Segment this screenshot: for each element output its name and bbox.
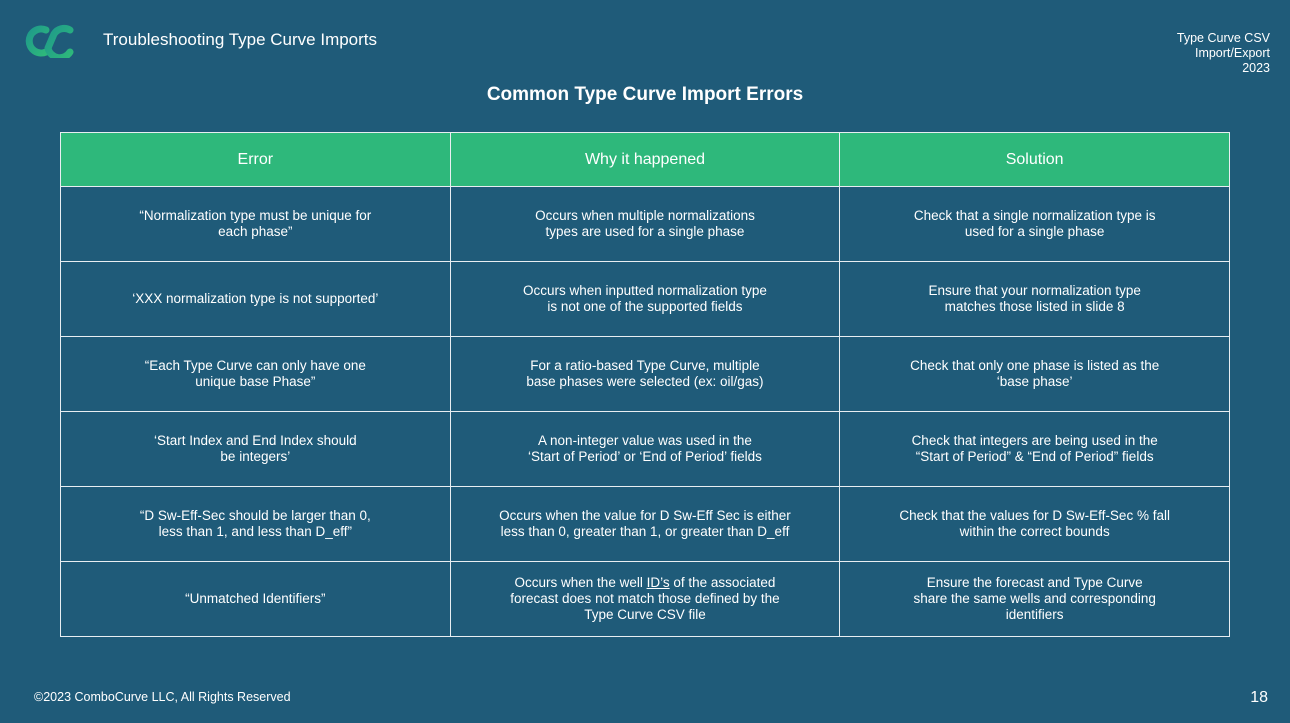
cell-line: Check that only one phase is listed as t… <box>910 358 1160 373</box>
footer-copyright: ©2023 ComboCurve LLC, All Rights Reserve… <box>34 690 291 704</box>
cell-line: Check that a single normalization type i… <box>913 208 1156 223</box>
why-cell: Occurs when the well ID’s of the associa… <box>449 561 841 637</box>
error-cell: “Each Type Curve can only have one uniqu… <box>60 336 451 412</box>
page-number: 18 <box>1250 689 1268 706</box>
cell-line: Ensure that your normalization type <box>928 283 1141 298</box>
cell-line: less than 1, and less than D_eff” <box>158 524 353 539</box>
table-row: “Normalization type must be unique for e… <box>60 186 1230 262</box>
solution-cell: Ensure that your normalization type matc… <box>839 261 1230 337</box>
cell-line: Check that integers are being used in th… <box>911 433 1158 448</box>
cell-line: ‘Start Index and End Index should <box>154 433 357 448</box>
cell-line: types are used for a single phase <box>545 224 745 239</box>
ids-link[interactable]: ID’s <box>646 575 670 590</box>
cell-line: Occurs when inputted normalization type <box>523 283 767 298</box>
table-row: ‘Start Index and End Index should be int… <box>60 411 1230 487</box>
why-cell: For a ratio-based Type Curve, multiple b… <box>449 336 841 412</box>
table-header-row: Error Why it happened Solution <box>60 132 1230 187</box>
cell-line: within the correct bounds <box>959 524 1110 539</box>
why-cell: A non-integer value was used in the ‘Sta… <box>449 411 841 487</box>
header-meta-line: Type Curve CSV <box>1176 31 1270 45</box>
cell-line: less than 0, greater than 1, or greater … <box>500 524 790 539</box>
error-cell: “Normalization type must be unique for e… <box>60 186 451 262</box>
column-header-solution: Solution <box>839 132 1230 187</box>
header-meta: Type Curve CSV Import/Export 2023 <box>1177 31 1270 76</box>
cell-line: “Unmatched Identifiers” <box>185 591 326 606</box>
solution-cell: Check that a single normalization type i… <box>839 186 1230 262</box>
solution-cell: Check that the values for D Sw-Eff-Sec %… <box>839 486 1230 562</box>
slide-title: Common Type Curve Import Errors <box>486 84 804 105</box>
cell-line: Occurs when the well ID’s of the associa… <box>485 575 806 591</box>
cell-line: “Each Type Curve can only have one <box>144 358 366 373</box>
cell-line: Occurs when the value for D Sw-Eff Sec i… <box>499 508 791 523</box>
cell-line: base phases were selected (ex: oil/gas) <box>526 374 764 389</box>
cell-line: identifiers <box>1005 607 1064 622</box>
why-cell: Occurs when the value for D Sw-Eff Sec i… <box>449 486 841 562</box>
solution-cell: Check that only one phase is listed as t… <box>839 336 1230 412</box>
table-row: “D Sw-Eff-Sec should be larger than 0, l… <box>60 486 1230 562</box>
error-cell: ‘Start Index and End Index should be int… <box>60 411 451 487</box>
error-cell: ‘XXX normalization type is not supported… <box>60 261 451 337</box>
cell-line: “D Sw-Eff-Sec should be larger than 0, <box>139 508 371 523</box>
cell-line: Check that the values for D Sw-Eff-Sec %… <box>899 508 1170 523</box>
why-cell: Occurs when multiple normalizations type… <box>449 186 841 262</box>
cell-line: forecast does not match those defined by… <box>510 591 780 606</box>
solution-cell: Ensure the forecast and Type Curve share… <box>839 561 1230 637</box>
combocurve-logo-icon <box>25 24 74 58</box>
cell-text: of the associated <box>669 575 776 590</box>
cell-line: A non-integer value was used in the <box>538 433 752 448</box>
header-meta-line: Import/Export <box>1194 46 1270 60</box>
cell-line: used for a single phase <box>964 224 1105 239</box>
table-row: ‘XXX normalization type is not supported… <box>60 261 1230 337</box>
cell-line: matches those listed in slide 8 <box>944 299 1125 314</box>
solution-cell: Check that integers are being used in th… <box>839 411 1230 487</box>
header-meta-line: 2023 <box>1242 61 1270 75</box>
cell-line: be integers’ <box>220 449 291 464</box>
error-cell: “D Sw-Eff-Sec should be larger than 0, l… <box>60 486 451 562</box>
cell-line: For a ratio-based Type Curve, multiple <box>530 358 760 373</box>
cell-line: unique base Phase” <box>195 374 316 389</box>
cell-line: Ensure the forecast and Type Curve <box>926 575 1143 590</box>
cell-line: ‘XXX normalization type is not supported… <box>132 291 379 306</box>
cell-line: Type Curve CSV file <box>584 607 706 622</box>
why-cell: Occurs when inputted normalization type … <box>449 261 841 337</box>
cell-line: share the same wells and corresponding <box>913 591 1156 606</box>
cell-line: is not one of the supported fields <box>547 299 743 314</box>
column-header-error: Error <box>60 132 451 187</box>
cell-line: Occurs when multiple normalizations <box>535 208 755 223</box>
error-cell: “Unmatched Identifiers” <box>60 561 451 637</box>
cell-line: ‘base phase’ <box>996 374 1073 389</box>
cell-line: each phase” <box>218 224 293 239</box>
table-row: “Unmatched Identifiers” Occurs when the … <box>60 561 1230 637</box>
header-title: Troubleshooting Type Curve Imports <box>103 30 378 49</box>
column-header-why: Why it happened <box>449 132 841 187</box>
cell-line: “Normalization type must be unique for <box>139 208 372 223</box>
cell-line: ‘Start of Period’ or ‘End of Period’ fie… <box>528 449 762 464</box>
errors-table: Error Why it happened Solution “Normaliz… <box>60 132 1230 637</box>
cell-text: Occurs when the well <box>514 575 647 590</box>
table-row: “Each Type Curve can only have one uniqu… <box>60 336 1230 412</box>
cell-line: “Start of Period” & “End of Period” fiel… <box>915 449 1154 464</box>
